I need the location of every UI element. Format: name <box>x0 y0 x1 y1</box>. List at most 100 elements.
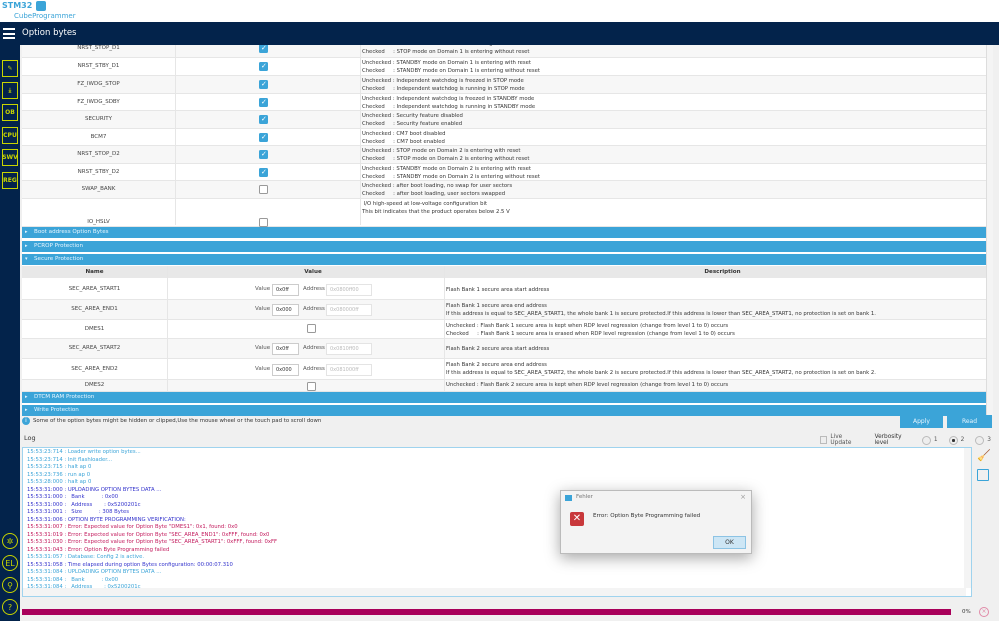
option-description: Unchecked : STANDBY mode on Domain 2 is … <box>362 166 531 172</box>
save-log-icon[interactable] <box>977 469 989 481</box>
sidebar-cpu-icon[interactable]: CPU <box>2 127 18 144</box>
value-input[interactable]: 0x000 <box>272 363 299 376</box>
log-line: 15:53:23:715 : halt ap 0 <box>27 464 92 470</box>
option-description: Unchecked : Independent watchdog is free… <box>362 96 535 102</box>
option-description: Unchecked : STOP mode on Domain 2 is ent… <box>362 148 521 154</box>
log-horizontal-scrollbar[interactable] <box>23 588 966 596</box>
secure-row: SEC_AREA_END2 Value 0x000 Address 0x081000ff… <box>22 359 986 380</box>
column-header: Description <box>704 269 741 275</box>
log-vertical-scrollbar[interactable] <box>964 448 971 588</box>
apply-button[interactable]: Apply <box>900 415 943 428</box>
option-checkbox[interactable] <box>259 150 268 159</box>
log-line: 15:53:31:084 : Bank : 0x00 <box>27 576 119 583</box>
clear-log-broom-icon[interactable]: 🧹 <box>977 449 991 462</box>
option-row: NRST_STOP_D2 Unchecked : STOP mode on Dom… <box>22 146 986 164</box>
secure-table-header: Name Value Description <box>22 266 986 278</box>
log-line: 15:53:31:000 : Bank : 0x00 <box>27 494 119 500</box>
verbosity-radio-3[interactable] <box>975 435 985 445</box>
option-row: NRST_STBY_D1 Unchecked : STANDBY mode on … <box>22 58 986 76</box>
log-line: 15:53:28:000 : halt ap 0 <box>27 479 92 485</box>
section-dtcm[interactable]: DTCM RAM Protection <box>22 392 986 403</box>
log-line: 15:53:31:058 : Time elapsed during optio… <box>27 561 233 568</box>
column-header: Name <box>85 269 104 275</box>
option-row: BCM7 Unchecked : CM7 boot disabled Checked… <box>22 129 986 146</box>
option-checkbox[interactable] <box>259 97 268 107</box>
value-label: Value <box>255 365 271 372</box>
section-secure[interactable]: Secure Protection <box>22 254 986 265</box>
option-checkbox[interactable] <box>259 218 268 227</box>
option-checkbox[interactable] <box>259 167 268 177</box>
section-write[interactable]: Write Protection <box>22 405 986 416</box>
sidebar-memory-edit-icon[interactable]: ✎ <box>2 60 18 77</box>
option-row: IO_HSLV I/O high-speed at low-voltage co… <box>22 199 986 227</box>
option-description: Flash Bank 1 secure area start address <box>446 286 550 293</box>
option-checkbox[interactable] <box>307 382 316 391</box>
cancel-icon[interactable]: × <box>979 607 989 617</box>
log-line: 15:53:31:084 : Address : 0x5200201c <box>27 584 141 590</box>
option-description: Unchecked : Security feature disabled <box>362 113 463 119</box>
option-description: Checked : Independent watchdog is runnin… <box>362 86 525 92</box>
address-label: Address <box>303 365 325 372</box>
option-checkbox[interactable] <box>259 62 268 71</box>
log-line: 15:53:31:030 : Error: Expected value for… <box>27 539 278 545</box>
value-input[interactable]: 0x0ff <box>272 283 299 296</box>
secure-option-name: SEC_AREA_START1 <box>68 285 121 292</box>
option-checkbox[interactable] <box>259 132 268 142</box>
main-scrollbar[interactable] <box>986 45 993 416</box>
option-description: Checked : STOP mode on Domain 2 is enter… <box>362 156 530 162</box>
ok-button[interactable]: OK <box>713 536 746 549</box>
log-line: 15:53:31:000 : Address : 0x5200201c <box>27 501 141 508</box>
secure-option-name: SEC_AREA_START2 <box>68 345 121 351</box>
progress-label: 0% <box>962 609 971 615</box>
verbosity-radio-label: 3 <box>987 437 991 443</box>
address-field: 0x081000ff <box>326 363 372 376</box>
log-output[interactable]: 15:53:23:714 : Loader write option bytes… <box>22 447 972 597</box>
dialog-close-icon[interactable]: × <box>740 493 746 501</box>
divider <box>444 266 445 392</box>
value-input[interactable]: 0x0ff <box>272 343 299 355</box>
sidebar-external-loader-icon[interactable]: EL <box>2 555 18 571</box>
divider <box>360 45 361 225</box>
secure-option-name: DMES2 <box>84 382 105 388</box>
section-pcrop[interactable]: PCROP Protection <box>22 241 986 252</box>
cube-logo-icon <box>36 1 46 11</box>
live-update-checkbox[interactable] <box>820 436 828 444</box>
sidebar-registers-icon[interactable]: REG <box>2 172 18 189</box>
log-line: 15:53:31:007 : Error: Expected value for… <box>27 524 238 530</box>
sidebar-security-icon[interactable]: ⚲ <box>2 577 18 593</box>
value-label: Value <box>255 306 271 312</box>
sidebar-beta-icon[interactable]: ✲ <box>2 533 18 549</box>
sidebar-erase-programming-icon[interactable]: ⤓ <box>2 82 18 99</box>
sidebar-help-icon[interactable]: ? <box>2 599 18 615</box>
section-boot[interactable]: Boot address Option Bytes <box>22 227 986 238</box>
sidebar: ✎ ⤓ OB CPU SWV REG ✲ EL ⚲? <box>0 45 20 621</box>
read-button[interactable]: Read <box>947 415 992 428</box>
option-description: Checked : Flash Bank 1 secure area is er… <box>446 331 735 337</box>
sidebar-swv-icon[interactable]: SWV <box>2 149 18 166</box>
log-line: 15:53:31:057 : Database: Config 2 is act… <box>27 554 145 560</box>
value-label: Value <box>255 285 271 292</box>
hamburger-menu-icon[interactable] <box>3 28 15 39</box>
option-checkbox[interactable] <box>259 185 268 194</box>
option-checkbox[interactable] <box>259 80 268 89</box>
value-input[interactable]: 0x000 <box>272 304 299 316</box>
verbosity-radio-2[interactable] <box>948 435 958 445</box>
header: Option bytes <box>0 22 999 45</box>
dialog-title: Fehler <box>576 494 593 500</box>
address-field: 0x0810ff00 <box>326 343 372 355</box>
verbosity-radio-label: 1 <box>933 437 938 443</box>
verbosity-radio-1[interactable] <box>921 435 931 445</box>
sidebar-option-bytes-icon[interactable]: OB <box>2 104 18 121</box>
verbosity-label: Verbosity level <box>874 434 902 446</box>
log-line: 15:53:23:714 : Init flashloader... <box>27 456 113 463</box>
secure-option-name: DMES1 <box>84 325 105 332</box>
option-checkbox[interactable] <box>307 324 316 333</box>
info-icon: i <box>22 417 30 425</box>
option-checkbox[interactable] <box>259 115 268 124</box>
option-description: Checked : Independent watchdog is runnin… <box>362 104 536 110</box>
option-name: NRST_STBY_D1 <box>77 63 120 69</box>
option-checkbox[interactable] <box>259 45 268 53</box>
page-title: Option bytes <box>22 28 77 38</box>
option-name: SECURITY <box>85 116 112 122</box>
log-label: Log <box>24 434 36 442</box>
